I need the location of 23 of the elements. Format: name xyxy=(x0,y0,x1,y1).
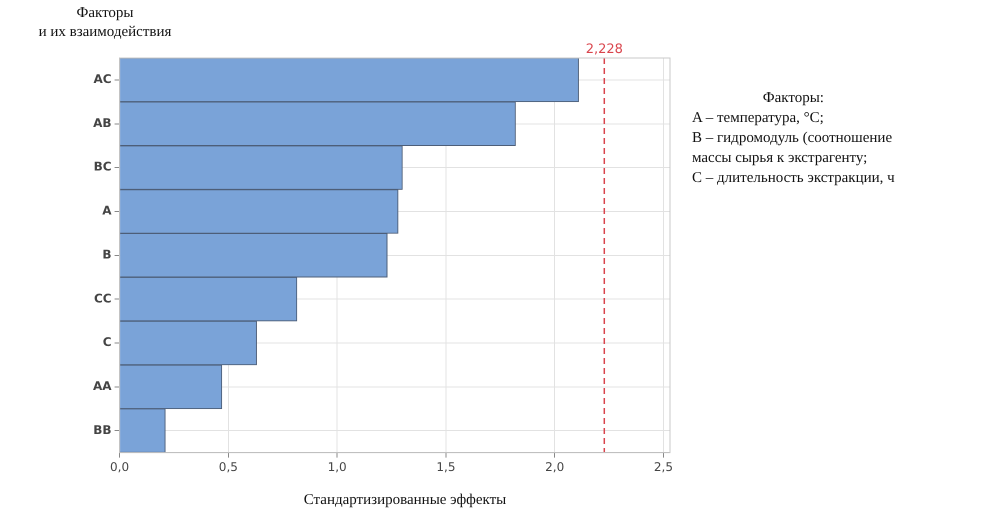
x-tick-label: 1,5 xyxy=(436,460,456,474)
x-tick-label: 2,0 xyxy=(545,460,564,474)
y-tick-label: C xyxy=(102,335,112,350)
text: Факторы: xyxy=(762,89,825,108)
y-axis-title: Факторы и их взаимодействия xyxy=(38,4,172,42)
text: A – температура, °С; xyxy=(692,109,825,128)
x-tick-label: 0,5 xyxy=(218,460,238,474)
y-tick-label: B xyxy=(102,247,112,262)
y-tick-label: AB xyxy=(93,116,112,130)
x-tick-label: 1,0 xyxy=(328,460,347,474)
text: массы сырья к экстрагенту; xyxy=(692,149,868,168)
y-tick-label: AC xyxy=(93,72,112,86)
text: C – длительность экстракции, ч xyxy=(692,169,895,188)
y-tick-label: AA xyxy=(92,378,112,393)
y-tick-label: A xyxy=(102,204,112,218)
y-tick-label: BB xyxy=(93,422,112,437)
y-tick-label: BC xyxy=(94,160,112,174)
y-tick-label: CC xyxy=(94,291,112,306)
ref-line-label: 2,228 xyxy=(586,42,623,57)
text: B – гидромодуль (соотношение xyxy=(692,129,894,148)
x-tick-label: 0,0 xyxy=(110,460,130,474)
x-tick-label: 2,5 xyxy=(654,460,674,474)
x-axis-title: Стандартизированные эффекты xyxy=(302,492,508,509)
